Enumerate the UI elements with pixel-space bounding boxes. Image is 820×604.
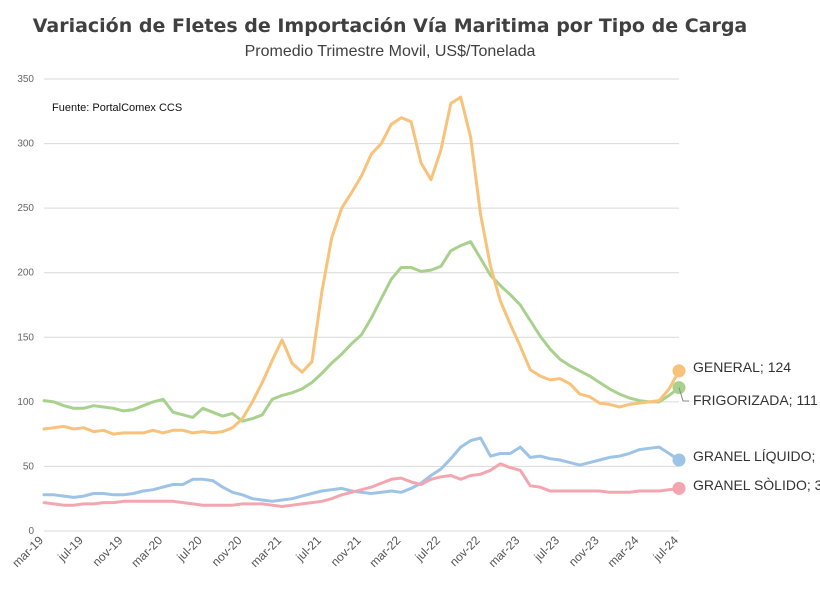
series-end-label: GRANEL SÒLIDO; 33 (693, 477, 820, 493)
x-tick-label: nov-23 (566, 533, 602, 569)
x-tick-label: jul-19 (54, 533, 86, 565)
x-tick-label: jul-22 (412, 533, 444, 565)
series-end-marker (672, 364, 686, 378)
chart-title: Variación de Fletes de Importación Vía M… (33, 15, 748, 37)
x-tick-label: nov-21 (328, 533, 364, 569)
x-tick-label: nov-22 (447, 533, 483, 569)
x-tick-label: mar-20 (128, 533, 165, 570)
x-axis: mar-19 jul-19 nov-19 mar-20 jul-20 nov-20 mar-… (9, 533, 681, 570)
y-axis: 0 50 100 150 200 250 300 350 (17, 74, 34, 537)
series-group (42, 95, 686, 508)
x-tick-label: jul-21 (293, 533, 325, 565)
y-tick-label: 200 (17, 268, 34, 279)
series-end-label: FRIGORIZADA; 111 (693, 392, 818, 408)
chart-subtitle: Promedio Trimestre Movil, US$/Tonelada (245, 43, 536, 60)
y-tick-label: 100 (17, 397, 34, 408)
series-line-general (42, 95, 681, 436)
x-tick-label: nov-19 (90, 533, 126, 569)
x-tick-label: mar-24 (605, 533, 642, 570)
series-line-granel-líquido (42, 436, 681, 503)
series-end-label: GENERAL; 124 (693, 359, 791, 375)
y-tick-label: 350 (17, 74, 34, 85)
x-tick-label: mar-21 (247, 533, 284, 570)
x-tick-label: mar-19 (9, 533, 46, 570)
x-tick-label: jul-24 (650, 533, 682, 565)
y-tick-label: 300 (17, 139, 34, 150)
y-tick-label: 150 (17, 332, 34, 343)
y-tick-label: 0 (28, 526, 34, 537)
series-end-marker (672, 453, 686, 467)
end-labels: FRIGORIZADA; 111 GENERAL; 124 GRANEL LÍQUI… (678, 359, 820, 493)
x-tick-label: nov-20 (209, 533, 245, 569)
x-tick-label: jul-23 (531, 533, 563, 565)
series-line-frigorizada (42, 240, 681, 423)
y-tick-label: 50 (23, 461, 35, 472)
x-tick-label: mar-22 (367, 533, 404, 570)
y-tick-label: 250 (17, 203, 34, 214)
x-tick-label: mar-23 (486, 533, 523, 570)
series-line-granel-sòlido (42, 462, 681, 508)
source-note: Fuente: PortalComex CCS (52, 102, 182, 114)
leader-line (678, 387, 689, 402)
x-tick-label: jul-20 (174, 533, 206, 565)
series-end-marker (672, 481, 686, 495)
series-end-label: GRANEL LÍQUIDO; 55 (693, 448, 820, 464)
